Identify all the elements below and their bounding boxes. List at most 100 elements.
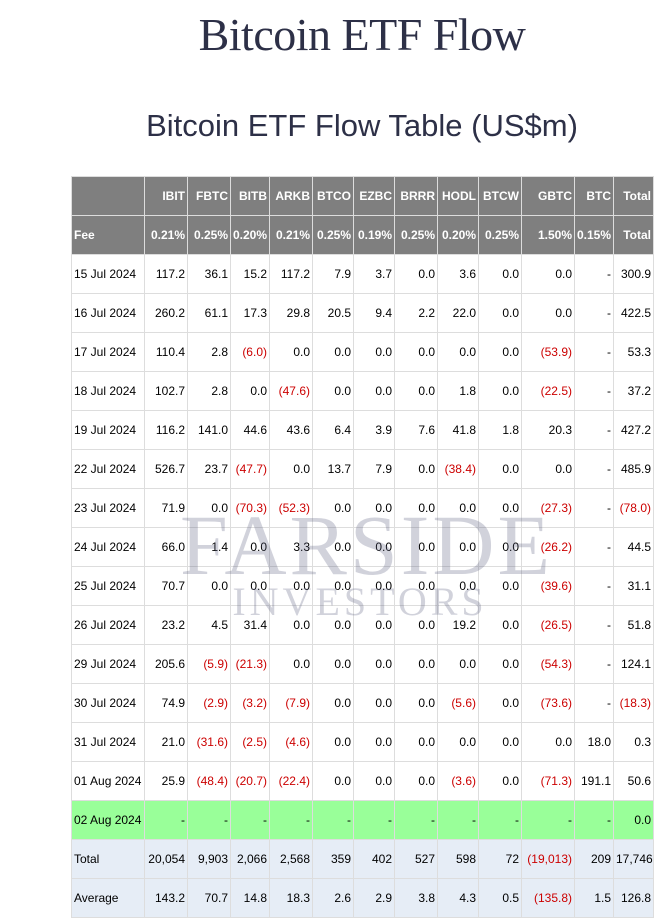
table-cell: 3.6	[437, 254, 479, 294]
fee-row-cell: 0.25%	[394, 215, 438, 255]
table-cell: -	[574, 527, 614, 567]
table-cell: -	[574, 254, 614, 294]
fee-row: Fee 0.21% 0.25% 0.20% 0.21% 0.25% 0.19% 0.25% 0.…	[71, 215, 654, 255]
page-title: Bitcoin ETF Flow	[198, 9, 526, 60]
table-cell: 0.0	[478, 527, 522, 567]
table-cell: 22.0	[437, 293, 479, 333]
table-cell: 209	[574, 839, 614, 879]
table-row: 19 Jul 2024 116.2 141.0 44.6 43.6 6.4 3.9 7.6 41…	[71, 410, 654, 450]
table-cell: 0.0	[312, 566, 354, 606]
table-cell: 0.0	[312, 644, 354, 684]
table-row: 18 Jul 2024 102.7 2.8 0.0 (47.6) 0.0 0.0 0.0 1.8…	[71, 371, 654, 411]
table-cell: 3.7	[353, 254, 395, 294]
table-cell: -	[521, 800, 575, 840]
table-cell: 0.0	[478, 566, 522, 606]
table-cell: 0.0	[230, 566, 270, 606]
table-cell: 18.0	[574, 722, 614, 762]
table-cell: (26.5)	[521, 605, 575, 645]
table-cell: 1.5	[574, 878, 614, 918]
table-cell: 359	[312, 839, 354, 879]
table-cell: 0.0	[478, 371, 522, 411]
table-cell: 191.1	[574, 761, 614, 801]
row-date: Total	[71, 839, 145, 879]
table-cell: 0.0	[478, 293, 522, 333]
table-cell: 31.4	[230, 605, 270, 645]
table-cell: 0.0	[394, 605, 438, 645]
column-header-row-cell: HODL	[437, 176, 479, 216]
table-row: 29 Jul 2024 205.6 (5.9) (21.3) 0.0 0.0 0.0 0.0 0…	[71, 644, 654, 684]
table-cell: -	[574, 605, 614, 645]
table-cell: 9.4	[353, 293, 395, 333]
table-cell: -	[574, 293, 614, 333]
table-cell: 0.0	[353, 488, 395, 528]
table-cell: (70.3)	[230, 488, 270, 528]
table-cell: (7.9)	[269, 683, 313, 723]
table-row: 26 Jul 2024 23.2 4.5 31.4 0.0 0.0 0.0 0.0 19.2 0.…	[71, 605, 654, 645]
fee-row-cell: 0.25%	[312, 215, 354, 255]
table-cell: 0.0	[394, 449, 438, 489]
table-cell: 20,054	[144, 839, 188, 879]
table-cell: 0.0	[437, 527, 479, 567]
row-date: Average	[71, 878, 145, 918]
fee-row-cell: 0.25%	[187, 215, 231, 255]
table-cell: 0.0	[353, 683, 395, 723]
table-cell: 0.0	[437, 488, 479, 528]
table-cell: 66.0	[144, 527, 188, 567]
total-row: Total 20,054 9,903 2,066 2,568 359 402 527 598 72…	[71, 839, 654, 879]
table-cell: 7.6	[394, 410, 438, 450]
table-cell: 0.0	[478, 761, 522, 801]
table-cell: -	[574, 566, 614, 606]
table-cell: 20.3	[521, 410, 575, 450]
table-cell: 0.0	[478, 332, 522, 372]
table-cell: 598	[437, 839, 479, 879]
table-cell: 0.0	[478, 449, 522, 489]
table-cell: 37.2	[613, 371, 654, 411]
table-cell: (135.8)	[521, 878, 575, 918]
table-row: 16 Jul 2024 260.2 61.1 17.3 29.8 20.5 9.4 2.2 22…	[71, 293, 654, 333]
table-cell: (31.6)	[187, 722, 231, 762]
table-cell: (38.4)	[437, 449, 479, 489]
table-cell: (20.7)	[230, 761, 270, 801]
table-cell: 141.0	[187, 410, 231, 450]
table-cell: 53.3	[613, 332, 654, 372]
table-cell: -	[574, 488, 614, 528]
table-cell: (53.9)	[521, 332, 575, 372]
table-cell: -	[269, 800, 313, 840]
table-cell: -	[574, 449, 614, 489]
row-date: 22 Jul 2024	[71, 449, 145, 489]
table-cell: 70.7	[144, 566, 188, 606]
row-date: 19 Jul 2024	[71, 410, 145, 450]
table-cell: (2.9)	[187, 683, 231, 723]
table-cell: (47.7)	[230, 449, 270, 489]
table-cell: 9,903	[187, 839, 231, 879]
table-cell: 0.0	[521, 254, 575, 294]
table-cell: 0.0	[478, 644, 522, 684]
table-cell: -	[574, 332, 614, 372]
row-date: 23 Jul 2024	[71, 488, 145, 528]
table-cell: 2.6	[312, 878, 354, 918]
table-cell: 0.0	[353, 566, 395, 606]
table-cell: 0.0	[394, 761, 438, 801]
table-row: 15 Jul 2024 117.2 36.1 15.2 117.2 7.9 3.7 0.0 3.…	[71, 254, 654, 294]
column-header-row: IBIT FBTC BITB ARKB BTCO EZBC BRRR HODL BTCW GBTC…	[71, 176, 654, 216]
table-cell: 50.6	[613, 761, 654, 801]
table-cell: 20.5	[312, 293, 354, 333]
table-cell: 0.0	[394, 566, 438, 606]
table-cell: -	[230, 800, 270, 840]
table-cell: 21.0	[144, 722, 188, 762]
fee-row-cell: 0.20%	[437, 215, 479, 255]
row-date: 16 Jul 2024	[71, 293, 145, 333]
table-cell: 0.0	[394, 332, 438, 372]
table-cell: (3.6)	[437, 761, 479, 801]
column-header-row-cell: BTCO	[312, 176, 354, 216]
table-cell: 110.4	[144, 332, 188, 372]
table-cell: 4.3	[437, 878, 479, 918]
average-row: Average 143.2 70.7 14.8 18.3 2.6 2.9 3.8 4.3 0.5(…	[71, 878, 654, 918]
table-cell: 0.3	[613, 722, 654, 762]
table-row: 31 Jul 2024 21.0 (31.6) (2.5) (4.6) 0.0 0.0 0.0…	[71, 722, 654, 762]
table-cell: (27.3)	[521, 488, 575, 528]
row-date: 17 Jul 2024	[71, 332, 145, 372]
table-row: 22 Jul 2024 526.7 23.7 (47.7) 0.0 13.7 7.9 0.0(…	[71, 449, 654, 489]
table-cell: (52.3)	[269, 488, 313, 528]
table-cell: 0.0	[353, 527, 395, 567]
